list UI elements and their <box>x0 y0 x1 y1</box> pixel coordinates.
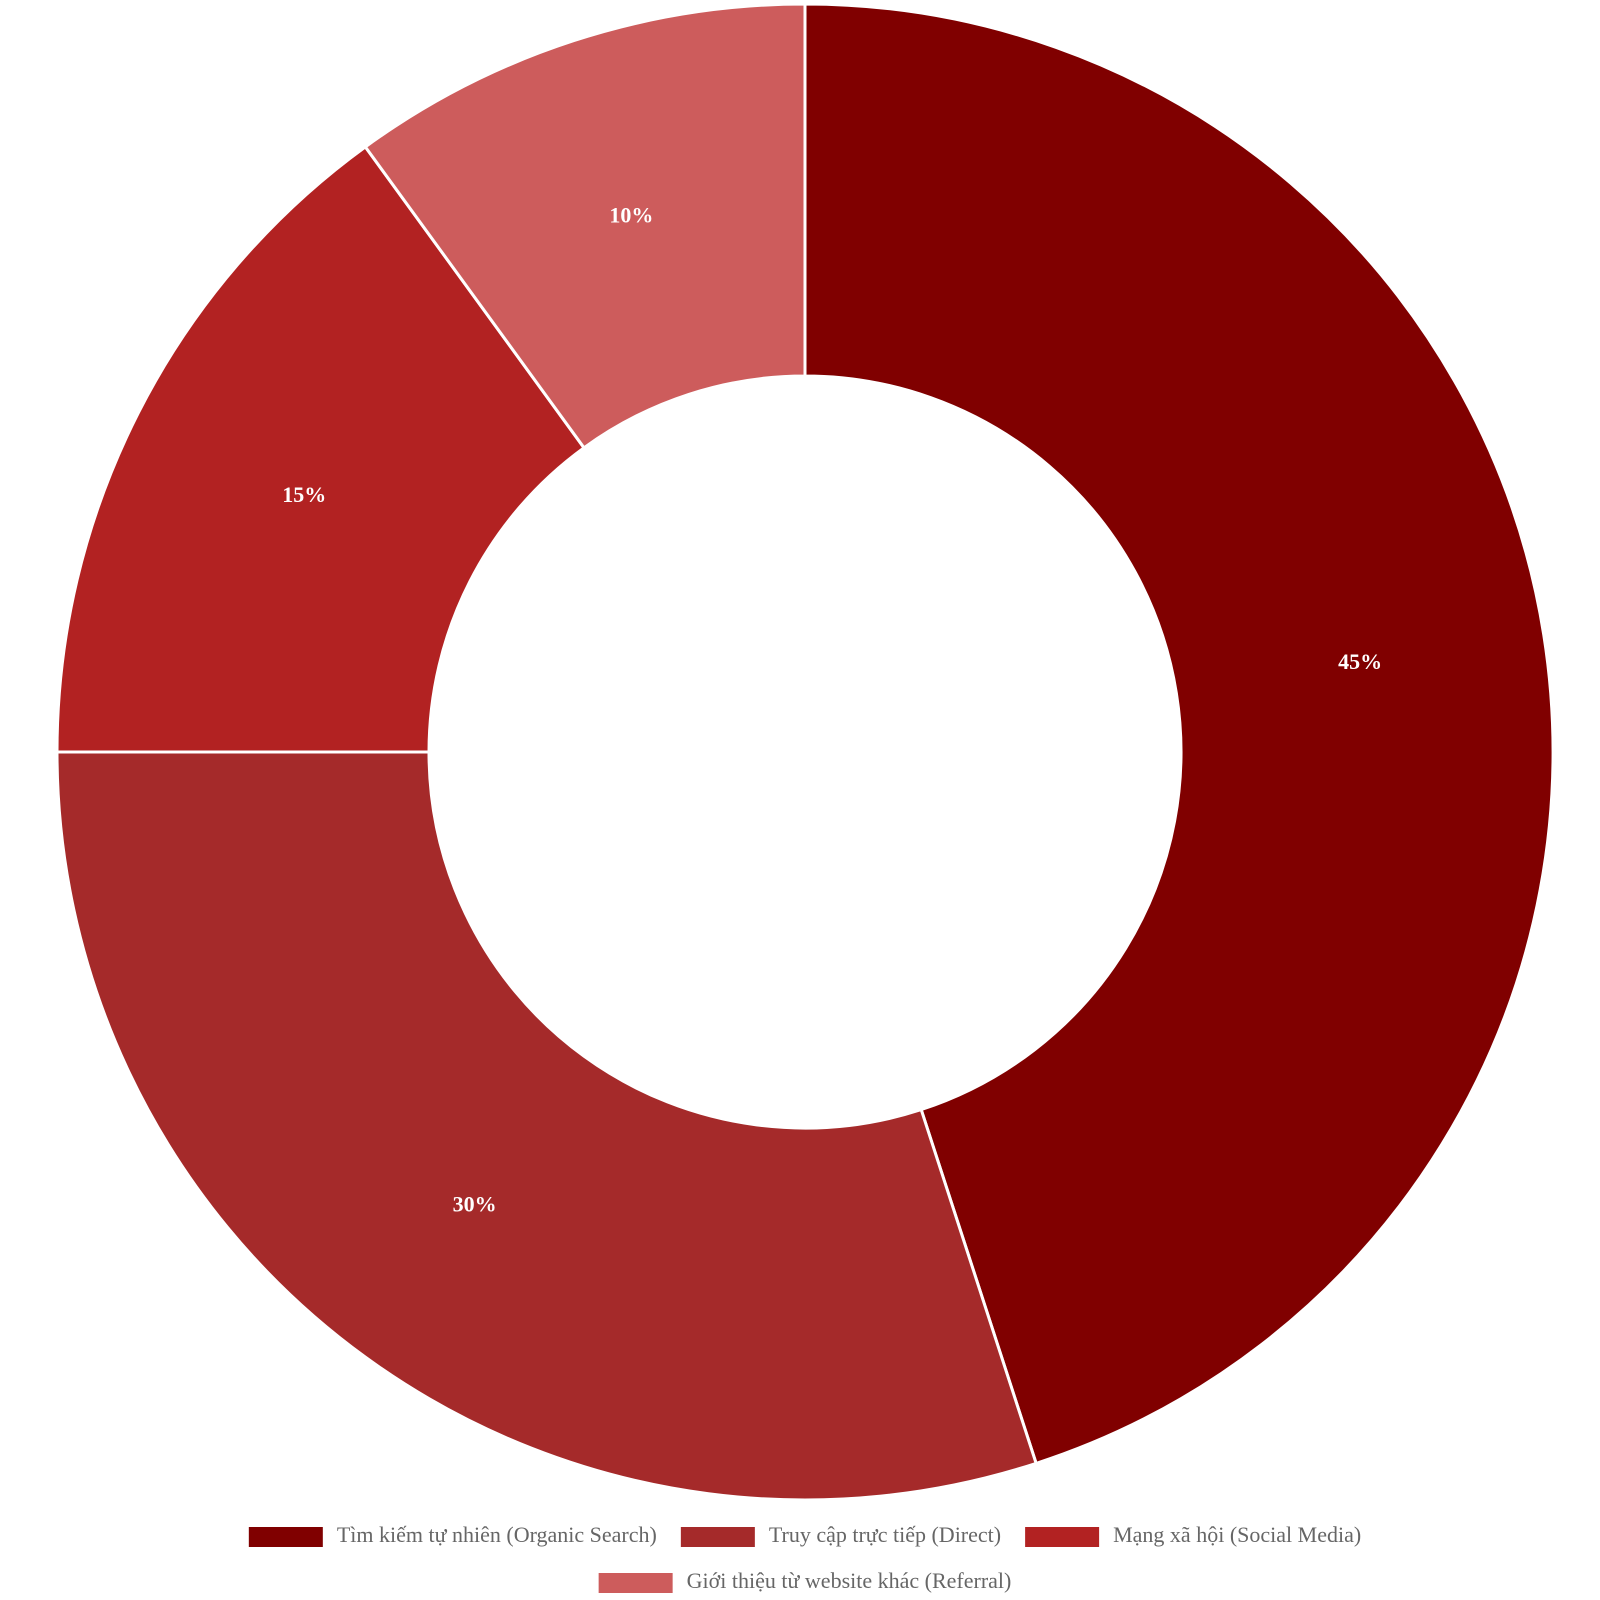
slice-mang-xa-hoi-social-media[interactable] <box>55 144 587 754</box>
legend-item-gioi-thieu-tu-website-khac-referral[interactable]: Giới thiệu từ website khác (Referral) <box>598 1568 1012 1593</box>
legend-label: Giới thiệu từ website khác (Referral) <box>687 1568 1012 1593</box>
data-label-mang-xa-hoi-social-media: 15% <box>282 482 326 507</box>
legend-item-tim-kiem-tu-nhien-organic-search[interactable]: Tìm kiếm tự nhiên (Organic Search) <box>248 1522 657 1547</box>
chart-slices <box>55 2 1555 1502</box>
chart-legend: Tìm kiếm tự nhiên (Organic Search) Truy c… <box>248 1522 1361 1593</box>
slice-gioi-thieu-tu-website-khac-referral[interactable] <box>363 2 807 450</box>
legend-item-truy-cap-truc-tiep-direct[interactable]: Truy cập trực tiếp (Direct) <box>680 1522 1001 1547</box>
slice-truy-cap-truc-tiep-direct[interactable] <box>55 750 1039 1502</box>
legend-item-mang-xa-hoi-social-media[interactable]: Mạng xã hội (Social Media) <box>1025 1522 1361 1547</box>
data-label-truy-cap-truc-tiep-direct: 30% <box>453 1192 497 1217</box>
legend-swatch <box>598 1573 673 1593</box>
legend-swatch <box>680 1527 755 1547</box>
legend-label: Tìm kiếm tự nhiên (Organic Search) <box>337 1522 657 1547</box>
chart-data-labels: 45% 30% 15% 10% <box>282 203 1382 1217</box>
data-label-tim-kiem-tu-nhien-organic-search: 45% <box>1338 649 1382 674</box>
slice-tim-kiem-tu-nhien-organic-search[interactable] <box>803 2 1555 1466</box>
data-label-gioi-thieu-tu-website-khac-referral: 10% <box>609 203 653 228</box>
legend-swatch <box>1025 1527 1100 1547</box>
legend-label: Truy cập trực tiếp (Direct) <box>769 1522 1001 1547</box>
legend-swatch <box>248 1527 323 1547</box>
legend-label: Mạng xã hội (Social Media) <box>1113 1522 1361 1547</box>
